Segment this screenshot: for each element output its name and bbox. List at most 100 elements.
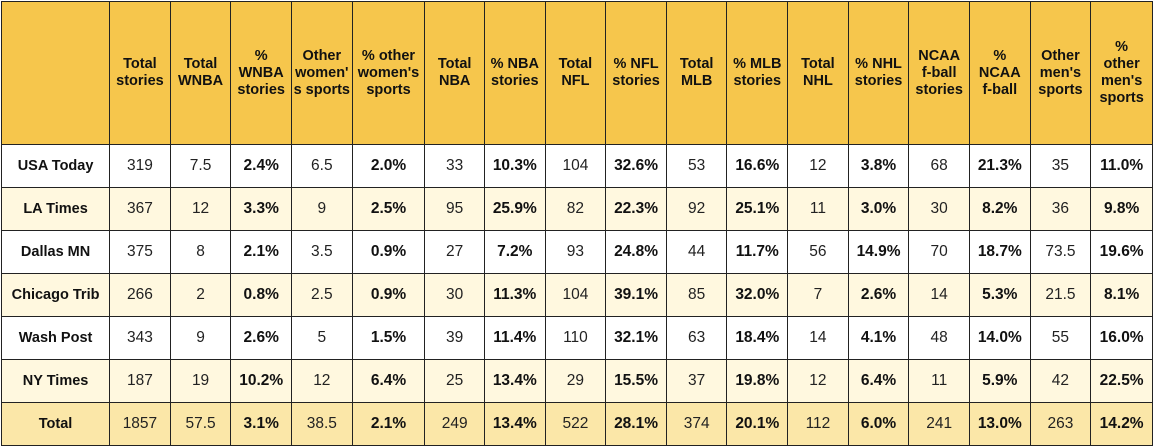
column-header-line: f-ball bbox=[921, 64, 957, 81]
count-cell: 14 bbox=[908, 273, 970, 317]
percent-cell: 25.9% bbox=[483, 187, 546, 231]
count-cell: 95 bbox=[424, 187, 485, 231]
count-cell: 55 bbox=[1029, 316, 1092, 360]
column-header: % NFL stories bbox=[605, 1, 667, 145]
percent-cell: 5.3% bbox=[968, 273, 1031, 317]
header-row: Total stories Total WNBA% WNBA stories Other wo… bbox=[0, 1, 1153, 145]
percent-cell: 6.4% bbox=[847, 359, 910, 403]
percent-cell: 0.9% bbox=[351, 273, 426, 317]
count-cell: 375 bbox=[109, 230, 171, 274]
count-cell: 249 bbox=[424, 402, 485, 446]
column-header-line: other bbox=[1103, 56, 1140, 72]
percent-cell: 8.1% bbox=[1090, 273, 1153, 317]
count-cell: 522 bbox=[544, 402, 607, 446]
column-header-line: stories bbox=[116, 73, 164, 89]
column-header-line: sports bbox=[1099, 90, 1144, 106]
percent-cell: 13.4% bbox=[483, 402, 546, 446]
column-header: % NCAA f-ball bbox=[968, 1, 1031, 145]
column-header: NCAA f-ball stories bbox=[908, 1, 970, 145]
column-header: Other men's sports bbox=[1029, 1, 1092, 145]
row-label: USA Today bbox=[0, 144, 111, 188]
column-header-line: % bbox=[1115, 39, 1129, 55]
percent-cell: 22.5% bbox=[1090, 359, 1153, 403]
count-cell: 5 bbox=[291, 316, 353, 360]
count-cell: 1857 bbox=[109, 402, 171, 446]
count-cell: 36 bbox=[1029, 187, 1092, 231]
count-cell: 6.5 bbox=[291, 144, 353, 188]
column-header: % NHL stories bbox=[847, 1, 910, 145]
percent-cell: 2.6% bbox=[847, 273, 910, 317]
row-label: NY Times bbox=[0, 359, 111, 403]
column-header-line: Other bbox=[302, 47, 342, 64]
percent-cell: 10.2% bbox=[230, 359, 292, 403]
percent-cell: 14.9% bbox=[847, 230, 910, 274]
column-header-line: Total bbox=[437, 56, 472, 72]
column-header-line: % bbox=[993, 47, 1007, 64]
count-cell: 104 bbox=[544, 273, 607, 317]
percent-cell: 20.1% bbox=[726, 402, 789, 446]
count-cell: 11 bbox=[787, 187, 849, 231]
column-header-line: men's bbox=[1100, 73, 1143, 89]
column-header-line: stories bbox=[733, 73, 782, 89]
percent-cell: 11.7% bbox=[726, 230, 789, 274]
percent-cell: 24.8% bbox=[605, 230, 667, 274]
table-row: Chicago Trib 266 2 0.8% 2.5 0.9% 30 11.3% 104 39.… bbox=[0, 273, 1153, 317]
percent-cell: 0.8% bbox=[230, 273, 292, 317]
count-cell: 9 bbox=[291, 187, 353, 231]
column-header-line: % NBA bbox=[490, 56, 539, 72]
column-header: Total stories bbox=[109, 1, 171, 145]
percent-cell: 7.2% bbox=[483, 230, 546, 274]
column-header: Total WNBA bbox=[169, 1, 232, 145]
percent-cell: 19.8% bbox=[726, 359, 789, 403]
column-header-line: men's bbox=[1039, 64, 1082, 81]
column-header: Total NBA bbox=[424, 1, 485, 145]
table-row: LA Times 367 12 3.3% 9 2.5% 95 25.9% 82 22.3% 92 25… bbox=[0, 187, 1153, 231]
percent-cell: 9.8% bbox=[1090, 187, 1153, 231]
count-cell: 12 bbox=[169, 187, 232, 231]
table-row: NY Times 187 19 10.2% 12 6.4% 25 13.4% 29 15.5% 37… bbox=[0, 359, 1153, 403]
count-cell: 266 bbox=[109, 273, 171, 317]
count-cell: 56 bbox=[787, 230, 849, 274]
count-cell: 57.5 bbox=[169, 402, 232, 446]
percent-cell: 28.1% bbox=[605, 402, 667, 446]
percent-cell: 32.6% bbox=[605, 144, 667, 188]
column-header-line: % NFL bbox=[613, 56, 659, 72]
count-cell: 92 bbox=[665, 187, 728, 231]
row-label: Wash Post bbox=[0, 316, 111, 360]
count-cell: 12 bbox=[291, 359, 353, 403]
count-cell: 12 bbox=[787, 144, 849, 188]
column-header-line: women' bbox=[295, 64, 349, 81]
count-cell: 63 bbox=[665, 316, 728, 360]
count-cell: 110 bbox=[544, 316, 607, 360]
count-cell: 263 bbox=[1029, 402, 1092, 446]
count-cell: 14 bbox=[787, 316, 849, 360]
column-header-line: s sports bbox=[293, 81, 351, 98]
count-cell: 44 bbox=[665, 230, 728, 274]
column-header-line: NCAA bbox=[918, 47, 961, 64]
count-cell: 82 bbox=[544, 187, 607, 231]
column-header-line: Total bbox=[679, 56, 714, 72]
count-cell: 8 bbox=[169, 230, 232, 274]
count-cell: 37 bbox=[665, 359, 728, 403]
column-header-line: stories bbox=[854, 73, 903, 89]
row-label: Chicago Trib bbox=[0, 273, 111, 317]
percent-cell: 2.1% bbox=[230, 230, 292, 274]
percent-cell: 2.6% bbox=[230, 316, 292, 360]
header-corner bbox=[0, 1, 111, 145]
count-cell: 38.5 bbox=[291, 402, 353, 446]
column-header-line: Total bbox=[123, 56, 157, 72]
count-cell: 319 bbox=[109, 144, 171, 188]
count-cell: 187 bbox=[109, 359, 171, 403]
percent-cell: 14.2% bbox=[1090, 402, 1153, 446]
column-header: % other men's sports bbox=[1090, 1, 1153, 145]
column-header-line: sports bbox=[366, 81, 411, 98]
percent-cell: 14.0% bbox=[968, 316, 1031, 360]
count-cell: 68 bbox=[908, 144, 970, 188]
column-header-line: women's bbox=[357, 64, 420, 81]
percent-cell: 3.0% bbox=[847, 187, 910, 231]
percent-cell: 2.0% bbox=[351, 144, 426, 188]
count-cell: 7.5 bbox=[169, 144, 232, 188]
column-header-line: WNBA bbox=[238, 64, 284, 81]
column-header: % MLB stories bbox=[726, 1, 789, 145]
